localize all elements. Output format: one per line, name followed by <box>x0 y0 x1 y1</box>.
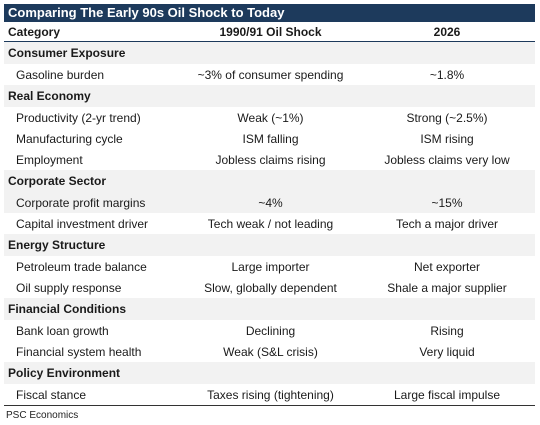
row-value-2026: Shale a major supplier <box>387 280 507 295</box>
row-label: Gasoline burden <box>16 67 105 82</box>
table-row: Petroleum trade balance Large importer N… <box>4 256 535 277</box>
row-value-1990: Slow, globally dependent <box>204 280 337 295</box>
table-header-row: Category 1990/91 Oil Shock 2026 <box>4 22 535 42</box>
row-value-2026: Tech a major driver <box>395 216 499 231</box>
row-value-2026: ~15% <box>431 195 463 210</box>
table-row: Manufacturing cycle ISM falling ISM risi… <box>4 128 535 149</box>
section-title: Energy Structure <box>8 238 106 252</box>
row-label: Oil supply response <box>16 280 122 295</box>
row-value-2026: ISM rising <box>420 131 474 146</box>
table-row: Bank loan growth Declining Rising <box>4 320 535 341</box>
section-title: Real Economy <box>8 89 91 103</box>
section-title: Policy Environment <box>8 366 121 380</box>
section-header: Energy Structure <box>4 234 535 256</box>
row-value-1990: Large importer <box>231 259 310 274</box>
row-value-1990: ~4% <box>258 195 283 210</box>
row-label: Financial system health <box>16 344 142 359</box>
table-title: Comparing The Early 90s Oil Shock to Tod… <box>4 4 535 22</box>
table-row: Gasoline burden ~3% of consumer spending… <box>4 64 535 85</box>
row-label: Bank loan growth <box>16 323 109 338</box>
row-value-1990: ISM falling <box>242 131 299 146</box>
section-title: Corporate Sector <box>8 174 107 188</box>
row-value-2026: Large fiscal impulse <box>393 387 501 402</box>
table-body: Consumer Exposure Gasoline burden ~3% of… <box>4 42 535 406</box>
row-value-1990: Taxes rising (tightening) <box>207 387 334 402</box>
section-header: Real Economy <box>4 85 535 107</box>
section-header: Policy Environment <box>4 362 535 384</box>
row-value-1990: Tech weak / not leading <box>207 216 334 231</box>
row-label: Fiscal stance <box>16 387 87 402</box>
section-header: Consumer Exposure <box>4 42 535 64</box>
row-value-2026: Net exporter <box>413 259 481 274</box>
table-row: Financial system health Weak (S&L crisis… <box>4 341 535 362</box>
table-row: Oil supply response Slow, globally depen… <box>4 277 535 298</box>
row-label: Productivity (2-yr trend) <box>16 110 141 125</box>
comparison-table: Comparing The Early 90s Oil Shock to Tod… <box>4 4 535 421</box>
row-value-2026: Strong (~2.5%) <box>406 110 488 125</box>
row-value-1990: Jobless claims rising <box>215 152 326 167</box>
table-row: Capital investment driver Tech weak / no… <box>4 213 535 234</box>
row-value-2026: Rising <box>430 323 464 338</box>
row-label: Capital investment driver <box>16 216 149 231</box>
section-header: Financial Conditions <box>4 298 535 320</box>
header-2026: 2026 <box>433 24 461 39</box>
row-value-2026: Jobless claims very low <box>384 152 510 167</box>
header-1990-91: 1990/91 Oil Shock <box>219 24 322 39</box>
row-label: Petroleum trade balance <box>16 259 147 274</box>
header-category: Category <box>8 24 61 39</box>
row-label: Employment <box>16 152 83 167</box>
row-label: Manufacturing cycle <box>16 131 123 146</box>
row-value-2026: ~1.8% <box>429 67 465 82</box>
section-title: Consumer Exposure <box>8 46 126 60</box>
row-value-2026: Very liquid <box>419 344 475 359</box>
row-value-1990: ~3% of consumer spending <box>197 67 344 82</box>
row-value-1990: Weak (~1%) <box>237 110 304 125</box>
table-row: Employment Jobless claims rising Jobless… <box>4 149 535 170</box>
row-value-1990: Weak (S&L crisis) <box>223 344 318 359</box>
table-row: Fiscal stance Taxes rising (tightening) … <box>4 384 535 405</box>
section-header: Corporate Sector <box>4 170 535 192</box>
table-row: Productivity (2-yr trend) Weak (~1%) Str… <box>4 107 535 128</box>
row-label: Corporate profit margins <box>16 195 146 210</box>
row-value-1990: Declining <box>245 323 296 338</box>
source-footer: PSC Economics <box>6 410 79 421</box>
section-title: Financial Conditions <box>8 302 127 316</box>
table-row: Corporate profit margins ~4% ~15% <box>4 192 535 213</box>
